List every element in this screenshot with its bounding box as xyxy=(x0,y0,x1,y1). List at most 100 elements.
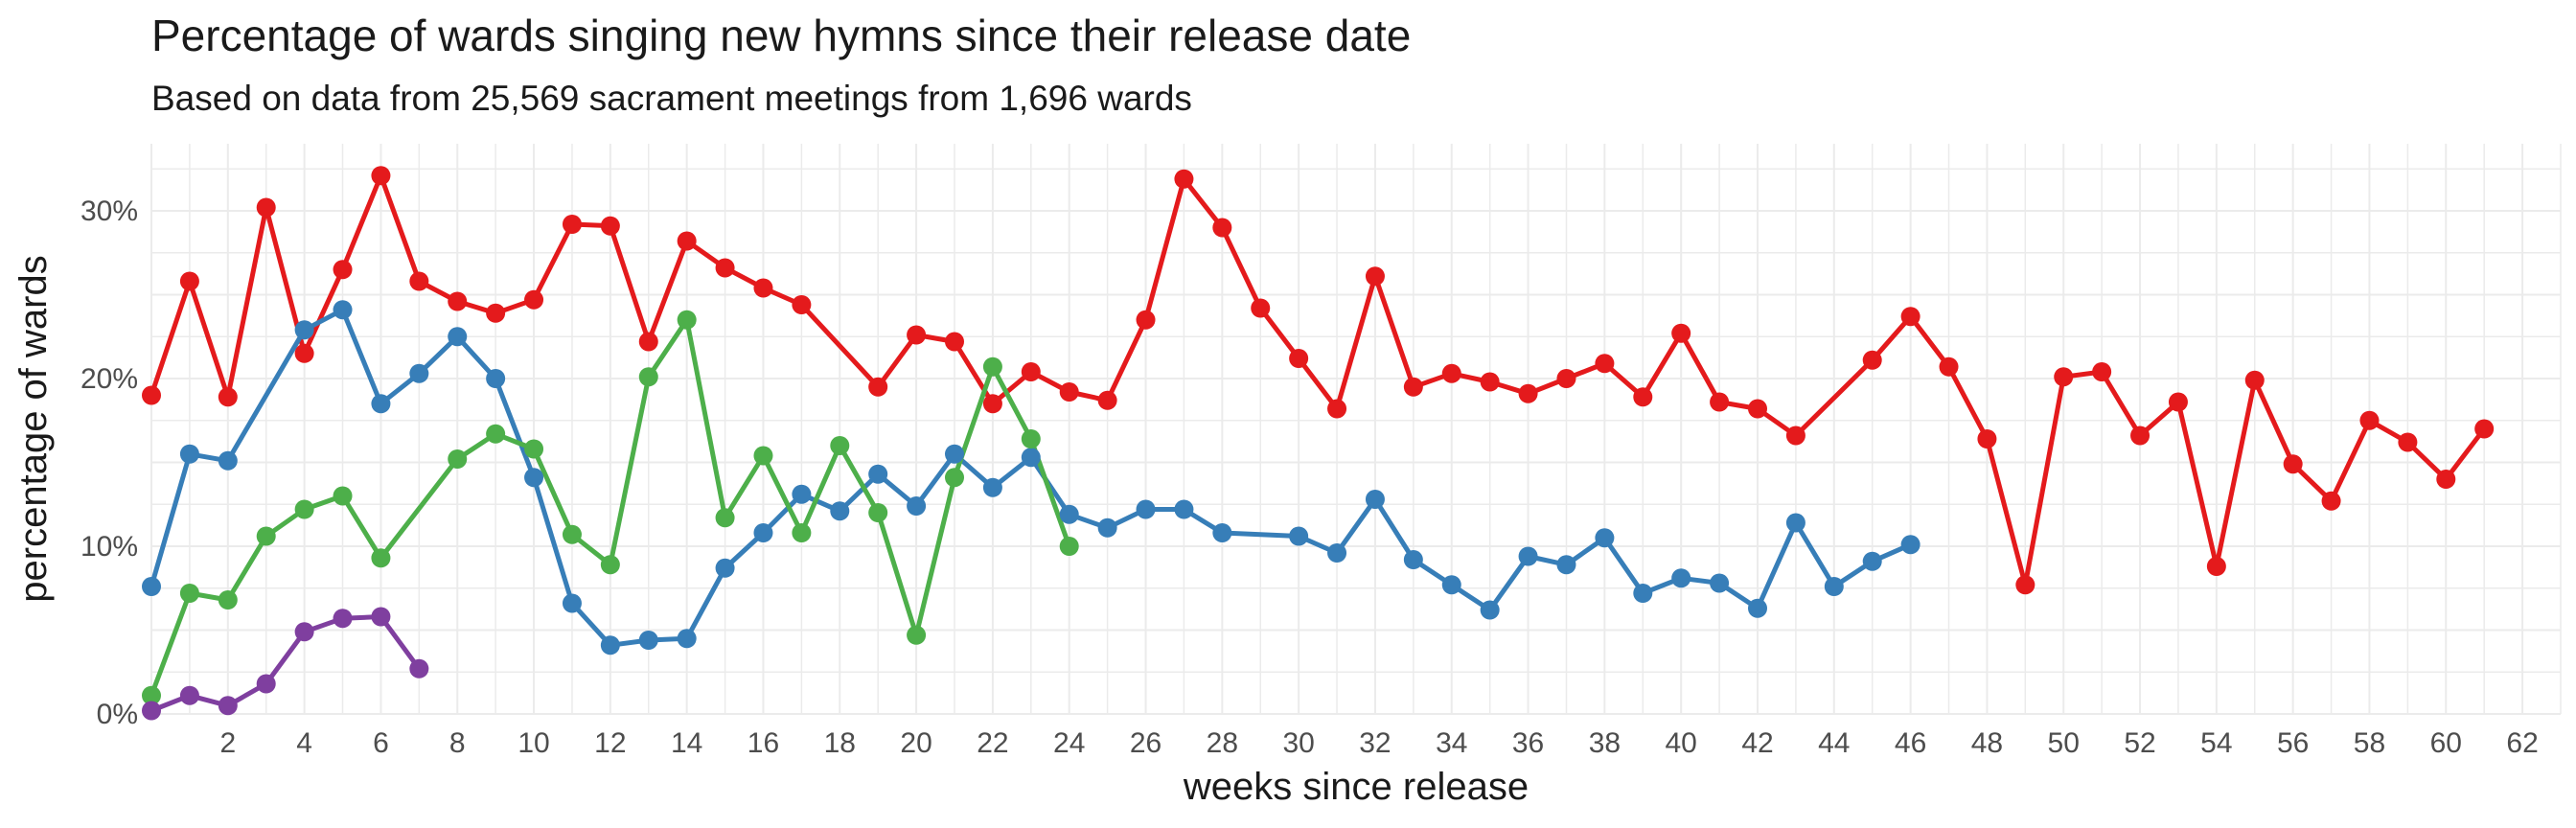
x-tick-label: 20 xyxy=(900,727,932,759)
series-2-point xyxy=(982,477,1002,497)
chart-subtitle: Based on data from 25,569 sacrament meet… xyxy=(151,79,1192,118)
series-4-point xyxy=(218,696,238,716)
series-2-point xyxy=(1556,555,1576,575)
series-1-point xyxy=(371,166,391,186)
series-1-point xyxy=(2359,410,2380,430)
series-2-point xyxy=(1097,518,1117,538)
series-1-point xyxy=(1633,387,1653,407)
x-tick-label: 10 xyxy=(518,727,549,759)
series-3-point xyxy=(753,446,773,466)
series-1-point xyxy=(1365,266,1385,287)
series-1-point xyxy=(256,197,276,218)
series-1-point xyxy=(409,271,429,291)
x-tick-label: 44 xyxy=(1818,727,1850,759)
series-2-point xyxy=(1480,600,1500,620)
series-2-point xyxy=(448,327,468,347)
series-2-point xyxy=(1327,543,1347,563)
series-3-point xyxy=(792,523,812,542)
series-1-point xyxy=(2321,491,2341,511)
series-2-point xyxy=(371,394,391,414)
x-tick-label: 2 xyxy=(219,727,236,759)
series-2-point xyxy=(753,523,773,542)
chart-title: Percentage of wards singing new hymns si… xyxy=(151,11,1412,60)
series-2-point xyxy=(677,629,697,649)
series-4-point xyxy=(142,701,161,721)
series-2-point xyxy=(1212,523,1232,542)
x-tick-label: 56 xyxy=(2277,727,2309,759)
series-4-point xyxy=(409,658,429,678)
series-2-point xyxy=(868,464,888,484)
series-1-point xyxy=(179,271,199,291)
x-tick-label: 38 xyxy=(1589,727,1621,759)
series-3-point xyxy=(907,625,927,645)
series-2-point xyxy=(1748,598,1767,618)
x-tick-label: 60 xyxy=(2430,727,2462,759)
x-tick-label: 54 xyxy=(2200,727,2232,759)
series-2-point xyxy=(1710,573,1730,593)
series-3-point xyxy=(600,555,620,575)
series-1-point xyxy=(2092,362,2112,381)
series-2-point xyxy=(218,450,238,471)
series-1-point xyxy=(1671,323,1691,343)
series-1-point xyxy=(1900,307,1920,327)
series-1-point xyxy=(1862,350,1882,370)
series-2-point xyxy=(907,496,927,516)
series-1-point xyxy=(2130,426,2150,446)
series-1-point xyxy=(2168,392,2188,412)
x-tick-label: 58 xyxy=(2354,727,2385,759)
series-3-point xyxy=(333,486,353,506)
series-2-point xyxy=(1289,526,1309,546)
series-4-point xyxy=(256,674,276,694)
series-2-point xyxy=(1518,546,1538,566)
series-1-point xyxy=(600,216,620,236)
y-tick-label: 10% xyxy=(80,531,138,563)
series-1-point xyxy=(982,394,1002,414)
x-axis-title: weeks since release xyxy=(1183,766,1529,808)
series-2-point xyxy=(562,593,582,613)
series-1-point xyxy=(1939,356,1959,377)
x-tick-label: 14 xyxy=(671,727,702,759)
series-1-point xyxy=(753,278,773,298)
series-2-point xyxy=(142,577,161,596)
series-1-point xyxy=(715,258,735,278)
series-1-point xyxy=(142,385,161,405)
series-3-point xyxy=(371,548,391,568)
series-1-point xyxy=(677,231,697,251)
series-3-point xyxy=(256,526,276,546)
y-tick-label: 0% xyxy=(97,699,138,730)
series-3-point xyxy=(524,439,544,459)
series-2-point xyxy=(1824,577,1844,596)
series-1-point xyxy=(2054,367,2074,387)
x-tick-label: 36 xyxy=(1512,727,1544,759)
series-2-point xyxy=(1862,551,1882,571)
series-1-point xyxy=(1174,169,1194,189)
series-3-point xyxy=(868,503,888,522)
series-1-point xyxy=(1441,363,1461,383)
series-4-point xyxy=(294,622,314,642)
series-1-point xyxy=(1518,383,1538,403)
series-1-point xyxy=(2283,454,2303,474)
series-1-point xyxy=(2398,432,2418,452)
series-1-point xyxy=(792,295,812,314)
series-2-point xyxy=(486,369,506,388)
x-tick-label: 40 xyxy=(1666,727,1697,759)
series-3-point xyxy=(715,508,735,528)
series-1-point xyxy=(294,343,314,363)
series-1-point xyxy=(218,387,238,407)
series-3-point xyxy=(638,367,658,387)
series-1-point xyxy=(1212,218,1232,238)
x-tick-label: 62 xyxy=(2506,727,2538,759)
series-1-point xyxy=(1710,392,1730,412)
series-1-point xyxy=(638,332,658,352)
series-1-point xyxy=(1327,399,1347,419)
series-1-point xyxy=(524,289,544,310)
x-tick-label: 26 xyxy=(1130,727,1162,759)
series-2-point xyxy=(294,320,314,340)
series-2-point xyxy=(1136,499,1156,519)
series-2-point xyxy=(409,363,429,383)
series-2-point xyxy=(945,444,964,464)
series-3-point xyxy=(448,449,468,469)
series-2-point xyxy=(1633,584,1653,603)
series-1-point xyxy=(1097,390,1117,410)
